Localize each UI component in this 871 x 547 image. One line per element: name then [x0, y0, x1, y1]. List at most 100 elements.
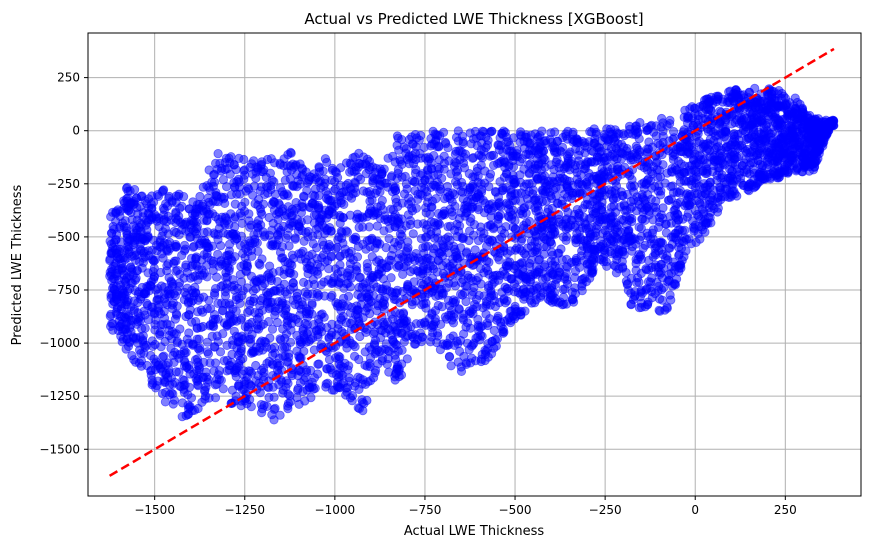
data-point: [252, 219, 262, 229]
data-point: [127, 251, 137, 261]
data-point: [259, 278, 270, 289]
data-point: [302, 385, 312, 395]
data-point: [457, 187, 468, 197]
data-point: [449, 241, 459, 252]
data-point: [331, 370, 342, 380]
data-point: [366, 270, 376, 281]
data-point: [714, 162, 725, 173]
data-point: [420, 242, 431, 252]
data-point: [128, 221, 139, 231]
data-point: [335, 163, 346, 173]
data-point: [172, 310, 182, 320]
data-point: [728, 180, 738, 190]
data-point: [731, 140, 741, 150]
data-point: [398, 319, 408, 329]
data-point: [502, 284, 512, 294]
data-point: [309, 218, 319, 228]
data-point: [588, 206, 598, 216]
data-point: [285, 259, 295, 269]
data-point: [197, 201, 207, 211]
data-point: [554, 263, 564, 273]
data-point: [345, 259, 355, 269]
data-point: [627, 246, 637, 256]
data-point: [548, 221, 558, 231]
data-point: [608, 229, 618, 239]
data-point: [231, 295, 241, 305]
data-point: [476, 222, 486, 232]
data-point: [299, 375, 309, 385]
data-point: [266, 344, 277, 354]
data-point: [138, 331, 148, 341]
data-point: [209, 177, 220, 187]
data-point: [158, 352, 168, 362]
data-point: [682, 212, 692, 222]
data-point: [259, 367, 269, 377]
data-point: [464, 344, 474, 355]
data-point: [665, 243, 675, 253]
data-point: [152, 381, 162, 391]
data-point: [646, 194, 656, 204]
data-point: [148, 266, 158, 277]
data-point: [416, 234, 426, 244]
data-point: [362, 262, 372, 273]
data-point: [421, 253, 432, 263]
data-point: [153, 289, 164, 299]
data-point: [218, 306, 228, 316]
data-point: [257, 254, 267, 264]
data-point: [245, 394, 255, 405]
data-point: [602, 135, 613, 145]
data-point: [621, 212, 631, 222]
data-point: [267, 324, 278, 334]
data-point: [611, 181, 622, 191]
data-point: [633, 255, 643, 265]
data-point: [264, 269, 274, 279]
data-point: [364, 298, 374, 308]
data-point: [213, 337, 223, 347]
data-point: [218, 384, 228, 394]
data-point: [642, 147, 653, 157]
data-point: [423, 152, 433, 162]
data-point: [652, 165, 662, 175]
data-point: [653, 262, 664, 273]
data-point: [612, 161, 623, 171]
data-point: [638, 207, 648, 217]
data-point: [481, 296, 491, 307]
data-point: [624, 225, 634, 235]
data-point: [386, 273, 396, 283]
data-point: [426, 141, 436, 151]
data-point: [417, 332, 427, 342]
data-point: [189, 241, 199, 251]
data-point: [476, 179, 486, 189]
data-point: [428, 264, 439, 274]
data-point: [112, 229, 122, 240]
data-point: [718, 94, 728, 104]
data-point: [742, 148, 752, 158]
data-point: [640, 302, 650, 312]
data-point: [664, 269, 674, 280]
data-point: [657, 238, 668, 248]
data-point: [427, 309, 437, 320]
data-point: [202, 238, 212, 249]
data-point: [454, 221, 465, 231]
data-point: [597, 164, 607, 174]
data-point: [147, 254, 157, 264]
data-point: [156, 342, 166, 352]
data-point: [778, 101, 788, 111]
data-point: [193, 275, 203, 285]
data-point: [379, 304, 389, 314]
data-point: [288, 278, 298, 288]
data-point: [247, 159, 257, 169]
data-point: [393, 133, 403, 143]
data-point: [206, 255, 216, 266]
data-point: [309, 266, 319, 276]
data-point: [298, 191, 309, 201]
data-point: [162, 201, 172, 211]
data-point: [304, 251, 314, 261]
data-point: [682, 189, 692, 199]
data-point: [550, 127, 560, 137]
data-point: [285, 174, 295, 184]
data-point: [626, 155, 636, 165]
data-point: [314, 359, 324, 369]
data-point: [509, 279, 520, 289]
data-point: [179, 387, 189, 397]
